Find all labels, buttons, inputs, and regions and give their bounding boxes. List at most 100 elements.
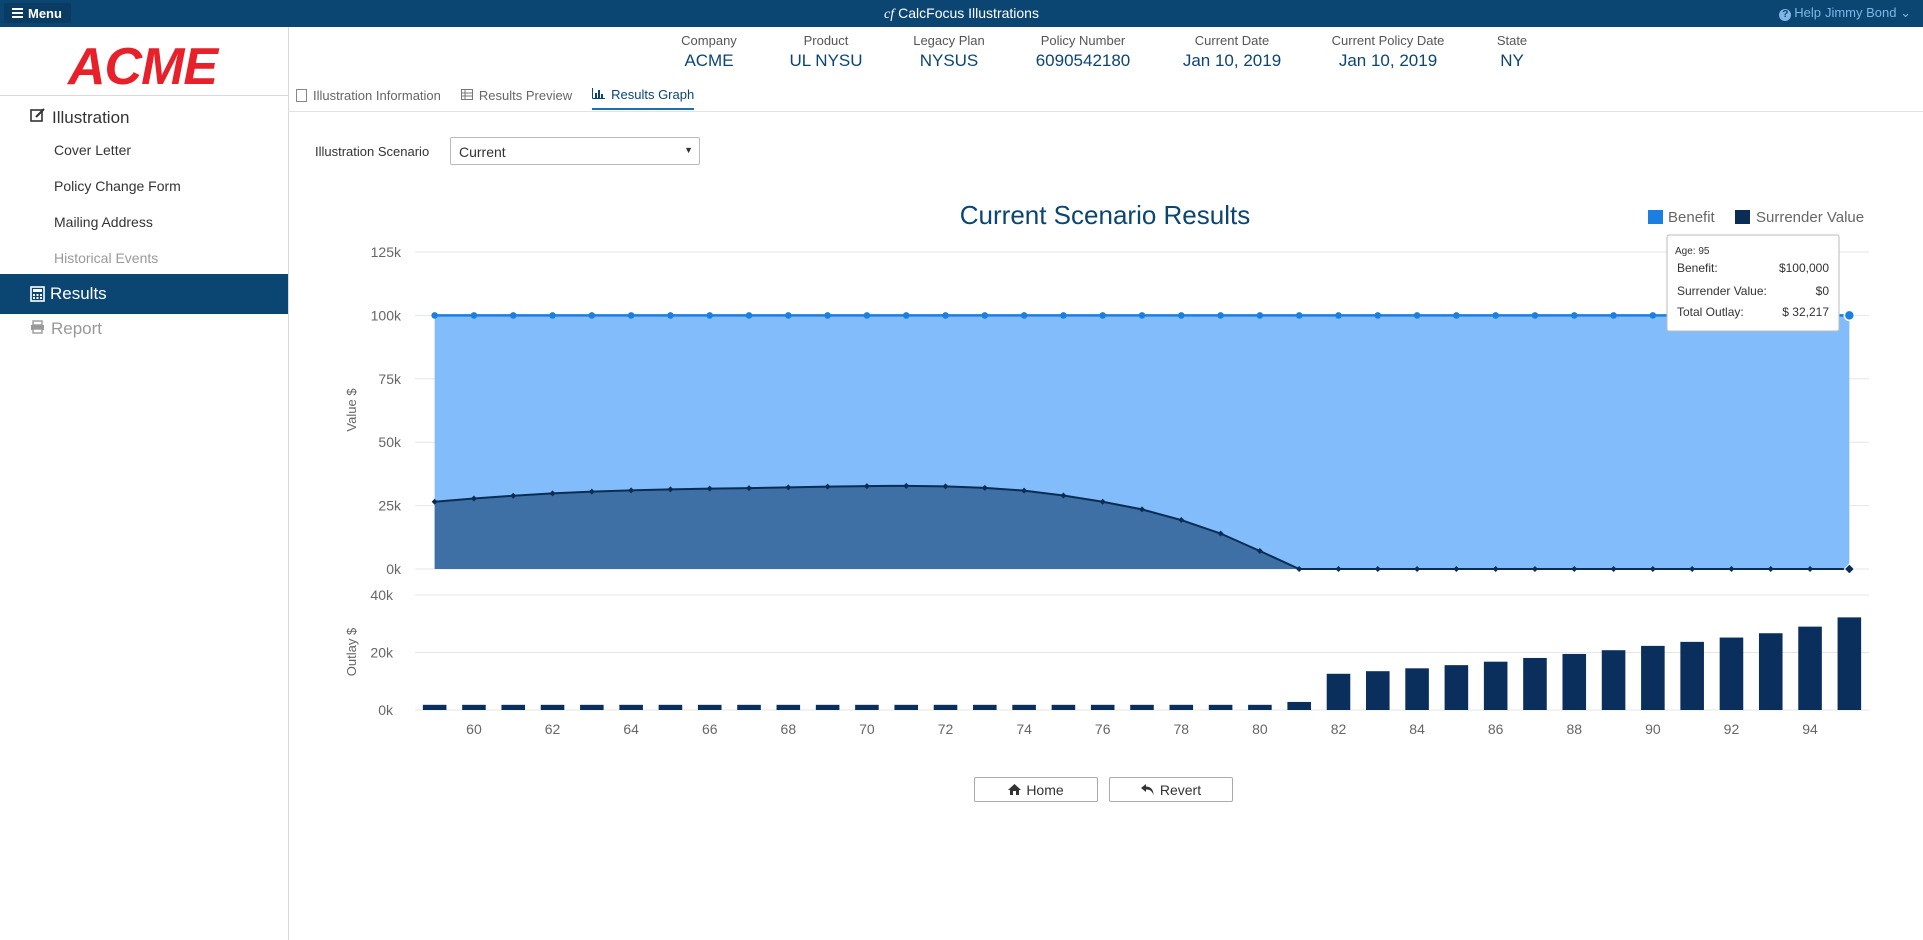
y-tick-label: 75k — [378, 371, 402, 387]
document-icon — [296, 89, 307, 102]
outlay-bar — [1405, 668, 1429, 710]
surrender-point — [1453, 566, 1460, 572]
surrender-point — [588, 488, 595, 495]
surrender-point — [903, 482, 910, 489]
benefit-point — [1335, 312, 1342, 319]
legend-surrender-value[interactable]: Surrender Value — [1756, 209, 1864, 226]
surrender-point — [1649, 566, 1656, 572]
surrender-point — [1531, 566, 1538, 572]
x-tick-label: 68 — [781, 721, 797, 737]
info-product: Product UL NYSU — [780, 33, 872, 71]
surrender-point — [1571, 566, 1578, 572]
tab-illustration-information[interactable]: Illustration Information — [296, 87, 441, 110]
outlay-bar — [1798, 626, 1822, 710]
benefit-point — [1453, 312, 1460, 319]
surrender-area — [434, 485, 1850, 569]
menu-button[interactable]: Menu — [4, 3, 71, 23]
outlay-bar — [1837, 617, 1862, 710]
x-tick-label: 80 — [1252, 721, 1268, 737]
surrender-point — [863, 483, 870, 490]
tab-label: Illustration Information — [313, 88, 441, 103]
divider — [0, 95, 288, 96]
app-title-text: CalcFocus Illustrations — [898, 5, 1039, 21]
revert-button[interactable]: Revert — [1109, 777, 1233, 802]
surrender-point — [1335, 566, 1342, 572]
y-tick-label: 40k — [370, 587, 394, 603]
tab-results-graph[interactable]: Results Graph — [592, 87, 695, 110]
y-tick-label: 125k — [371, 244, 402, 260]
sidebar-item-policy-change-form[interactable]: Policy Change Form — [54, 178, 181, 194]
top-bar: Menu cf CalcFocus Illustrations ? Help Jim… — [0, 0, 1923, 27]
menu-icon — [12, 8, 23, 18]
outlay-bar — [1208, 704, 1233, 710]
tab-results-preview[interactable]: Results Preview — [460, 87, 573, 110]
surrender-point — [1843, 563, 1856, 575]
tab-label: Results Preview — [478, 88, 573, 103]
outlay-bar — [776, 704, 801, 710]
outlay-bar — [1248, 704, 1272, 710]
tab-label: Results Graph — [611, 87, 695, 102]
scenario-select[interactable]: Current ▼ — [450, 137, 700, 165]
outlay-bar — [1287, 701, 1311, 710]
legend-benefit[interactable]: Benefit — [1668, 209, 1716, 226]
app-title: cf CalcFocus Illustrations — [0, 5, 1923, 23]
benefit-point — [942, 312, 949, 319]
bar-chart-icon — [592, 87, 606, 102]
sidebar-item-illustration[interactable]: Illustration — [30, 107, 129, 128]
sidebar-item-historical-events[interactable]: Historical Events — [54, 250, 159, 266]
outlay-bar — [1562, 653, 1587, 710]
outlay-bar — [1523, 657, 1547, 710]
info-label: Product — [803, 33, 849, 48]
sidebar-item-cover-letter[interactable]: Cover Letter — [54, 142, 132, 158]
user-menu[interactable]: Jimmy Bond ⌄ — [1825, 5, 1911, 21]
company-logo: ACME — [68, 38, 218, 96]
legend: Benefit Surrender Value — [1648, 209, 1864, 226]
benefit-point — [1610, 312, 1617, 319]
outlay-bar — [1169, 704, 1194, 710]
outlay-bar — [894, 704, 919, 710]
calcfocus-logo-icon: cf — [884, 7, 895, 22]
benefit-point — [706, 312, 714, 319]
sidebar-item-mailing-address[interactable]: Mailing Address — [54, 214, 153, 230]
chart-tooltip: Age: 95 Benefit: $100,000 Surrender Valu… — [1666, 234, 1840, 332]
benefit-point — [1570, 312, 1578, 319]
outlay-bar — [1680, 641, 1704, 710]
table-icon — [460, 88, 473, 103]
benefit-point — [745, 312, 753, 319]
outlay-bar — [540, 704, 565, 710]
x-tick-label: 66 — [702, 721, 718, 737]
surrender-point — [1492, 566, 1499, 572]
outlay-bar — [697, 704, 722, 710]
help-link[interactable]: ? Help — [1779, 5, 1821, 21]
tab-divider — [288, 111, 1923, 112]
sidebar-item-report[interactable]: Report — [30, 319, 102, 339]
info-label: Policy Number — [1040, 33, 1126, 48]
benefit-point — [549, 312, 556, 319]
x-tick-label: 90 — [1645, 721, 1661, 737]
surrender-point — [1217, 530, 1224, 537]
info-current-policy-date: Current Policy Date Jan 10, 2019 — [1318, 33, 1458, 71]
sidebar-item-label: Illustration — [52, 107, 130, 127]
sidebar-item-results[interactable]: Results — [0, 274, 288, 314]
outlay-bar — [422, 704, 447, 710]
info-state: State NY — [1482, 33, 1542, 71]
x-tick-label: 88 — [1566, 721, 1582, 737]
outlay-bar — [1444, 665, 1469, 710]
benefit-point — [470, 312, 478, 319]
home-button[interactable]: Home — [974, 777, 1098, 802]
info-legacy-plan: Legacy Plan NYSUS — [903, 33, 995, 71]
x-tick-label: 72 — [938, 721, 954, 737]
chevron-down-icon: ⌄ — [1900, 5, 1911, 20]
sidebar-item-label: Results — [50, 284, 107, 303]
info-label: Current Date — [1194, 33, 1270, 48]
surrender-point — [942, 483, 949, 490]
legend-benefit-swatch — [1648, 210, 1663, 224]
surrender-point — [628, 487, 635, 494]
surrender-point — [1767, 566, 1774, 572]
outlay-bar — [1130, 704, 1154, 710]
x-tick-label: 84 — [1409, 721, 1425, 737]
benefit-point — [1060, 312, 1067, 319]
outlay-bars — [422, 617, 1862, 710]
edit-icon — [30, 107, 46, 128]
home-label: Home — [1026, 781, 1064, 798]
